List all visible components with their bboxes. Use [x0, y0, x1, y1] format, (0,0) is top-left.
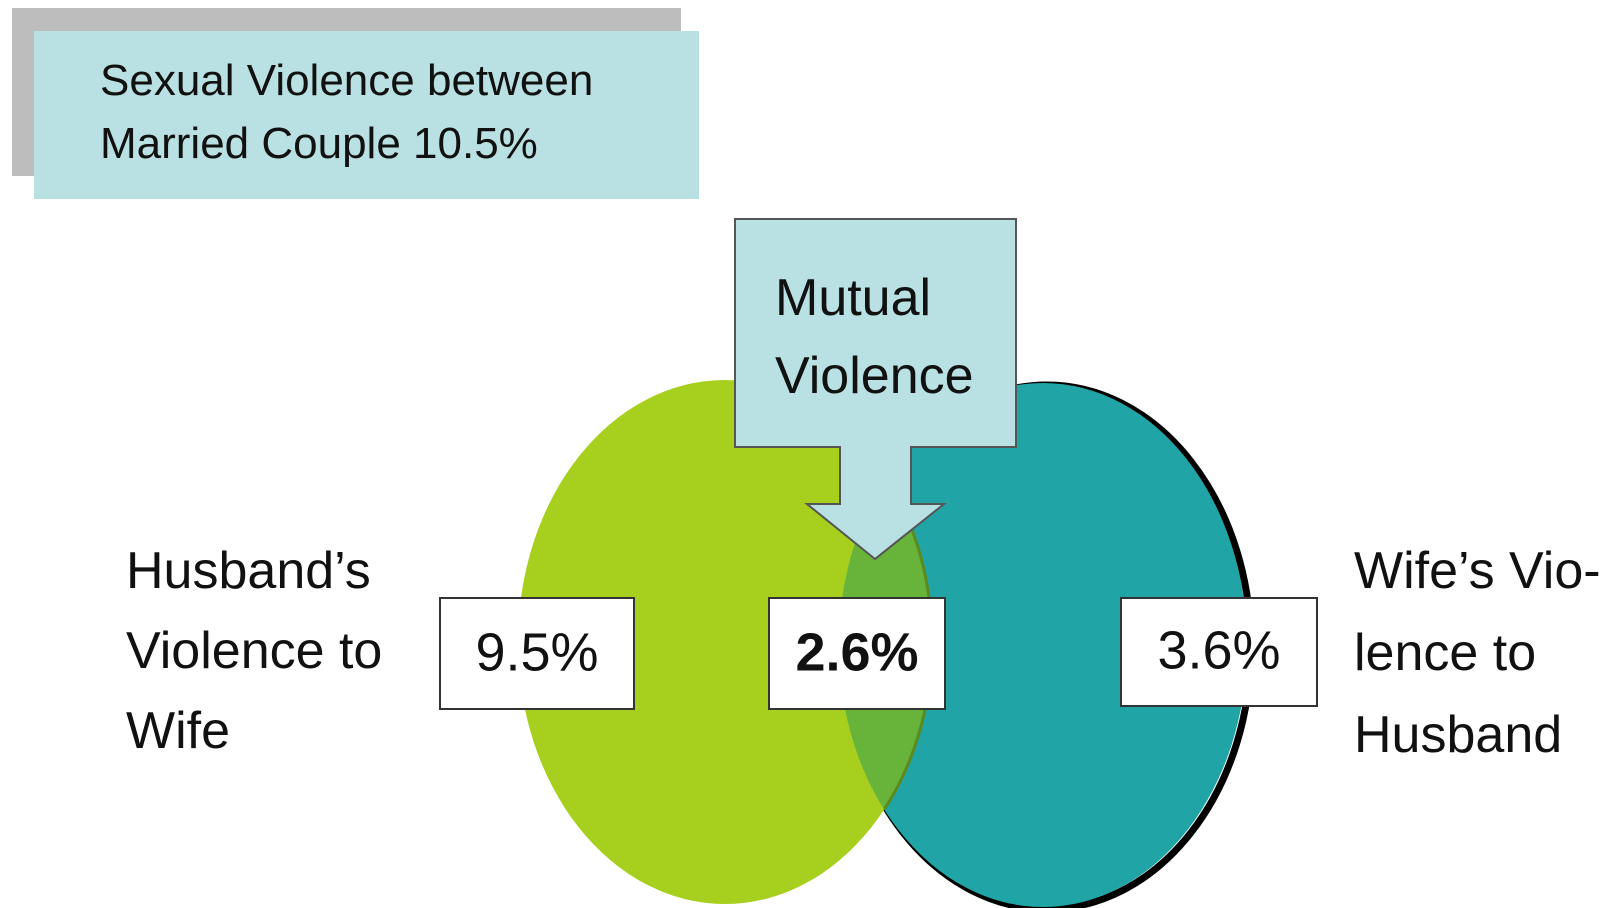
title-box	[34, 31, 699, 199]
left-label-line: Husband’s	[126, 542, 371, 600]
callout-line: Violence	[775, 347, 974, 405]
value-box	[1120, 597, 1318, 707]
title-line: Sexual Violence between	[100, 56, 593, 105]
wife-circle	[839, 383, 1247, 907]
overlap-value: 2.6%	[795, 622, 918, 682]
right-label-line: Wife’s Vio-	[1354, 542, 1601, 600]
callout-arrow	[734, 218, 1017, 561]
left-value: 9.5%	[475, 622, 598, 682]
value-box	[439, 597, 635, 710]
left-label-line: Wife	[126, 702, 230, 760]
right-label-line: lence to	[1354, 624, 1536, 682]
right-label-line: Husband	[1354, 706, 1562, 764]
right-value: 3.6%	[1157, 620, 1280, 680]
title-line: Married Couple 10.5%	[100, 119, 538, 168]
callout-line: Mutual	[775, 269, 931, 327]
value-box	[768, 597, 946, 710]
left-label-line: Violence to	[126, 622, 382, 680]
